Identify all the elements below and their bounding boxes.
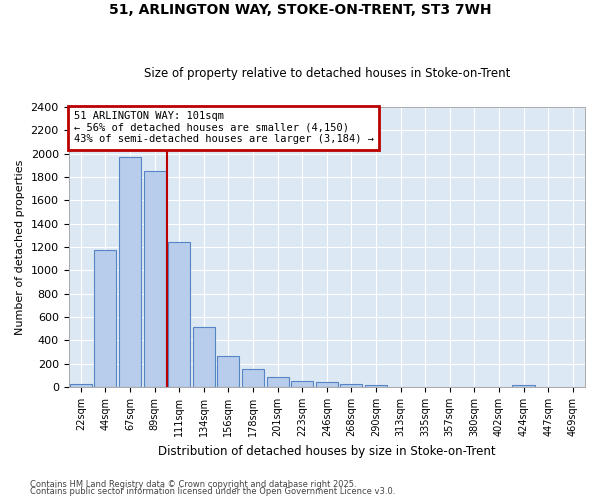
Bar (316, 382, 338, 387)
Text: Contains HM Land Registry data © Crown copyright and database right 2025.: Contains HM Land Registry data © Crown c… (30, 480, 356, 489)
Bar (119, 156, 141, 387)
Bar (143, 170, 166, 387)
Bar (94, 250, 116, 387)
X-axis label: Distribution of detached houses by size in Stoke-on-Trent: Distribution of detached houses by size … (158, 444, 496, 458)
Bar (217, 356, 239, 387)
Title: Size of property relative to detached houses in Stoke-on-Trent: Size of property relative to detached ho… (143, 66, 510, 80)
Bar (512, 386, 535, 387)
Bar (168, 242, 190, 387)
Text: Contains public sector information licensed under the Open Government Licence v3: Contains public sector information licen… (30, 487, 395, 496)
Bar (70, 384, 92, 387)
Text: 51, ARLINGTON WAY, STOKE-ON-TRENT, ST3 7WH: 51, ARLINGTON WAY, STOKE-ON-TRENT, ST3 7… (109, 2, 491, 16)
Bar (340, 384, 362, 387)
Y-axis label: Number of detached properties: Number of detached properties (15, 160, 25, 335)
Text: 51 ARLINGTON WAY: 101sqm
← 56% of detached houses are smaller (4,150)
43% of sem: 51 ARLINGTON WAY: 101sqm ← 56% of detach… (74, 112, 374, 144)
Bar (266, 376, 289, 387)
Bar (291, 381, 313, 387)
Bar (242, 369, 264, 387)
Bar (193, 327, 215, 387)
Bar (365, 384, 387, 387)
